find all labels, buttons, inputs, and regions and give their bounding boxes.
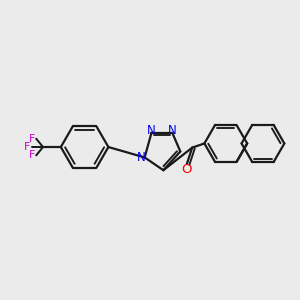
- Text: F: F: [29, 134, 35, 144]
- Text: F: F: [24, 142, 31, 152]
- Text: N: N: [168, 124, 177, 136]
- Text: F: F: [29, 150, 35, 161]
- Text: O: O: [182, 163, 192, 176]
- Text: N: N: [136, 151, 145, 164]
- Text: N: N: [147, 124, 156, 136]
